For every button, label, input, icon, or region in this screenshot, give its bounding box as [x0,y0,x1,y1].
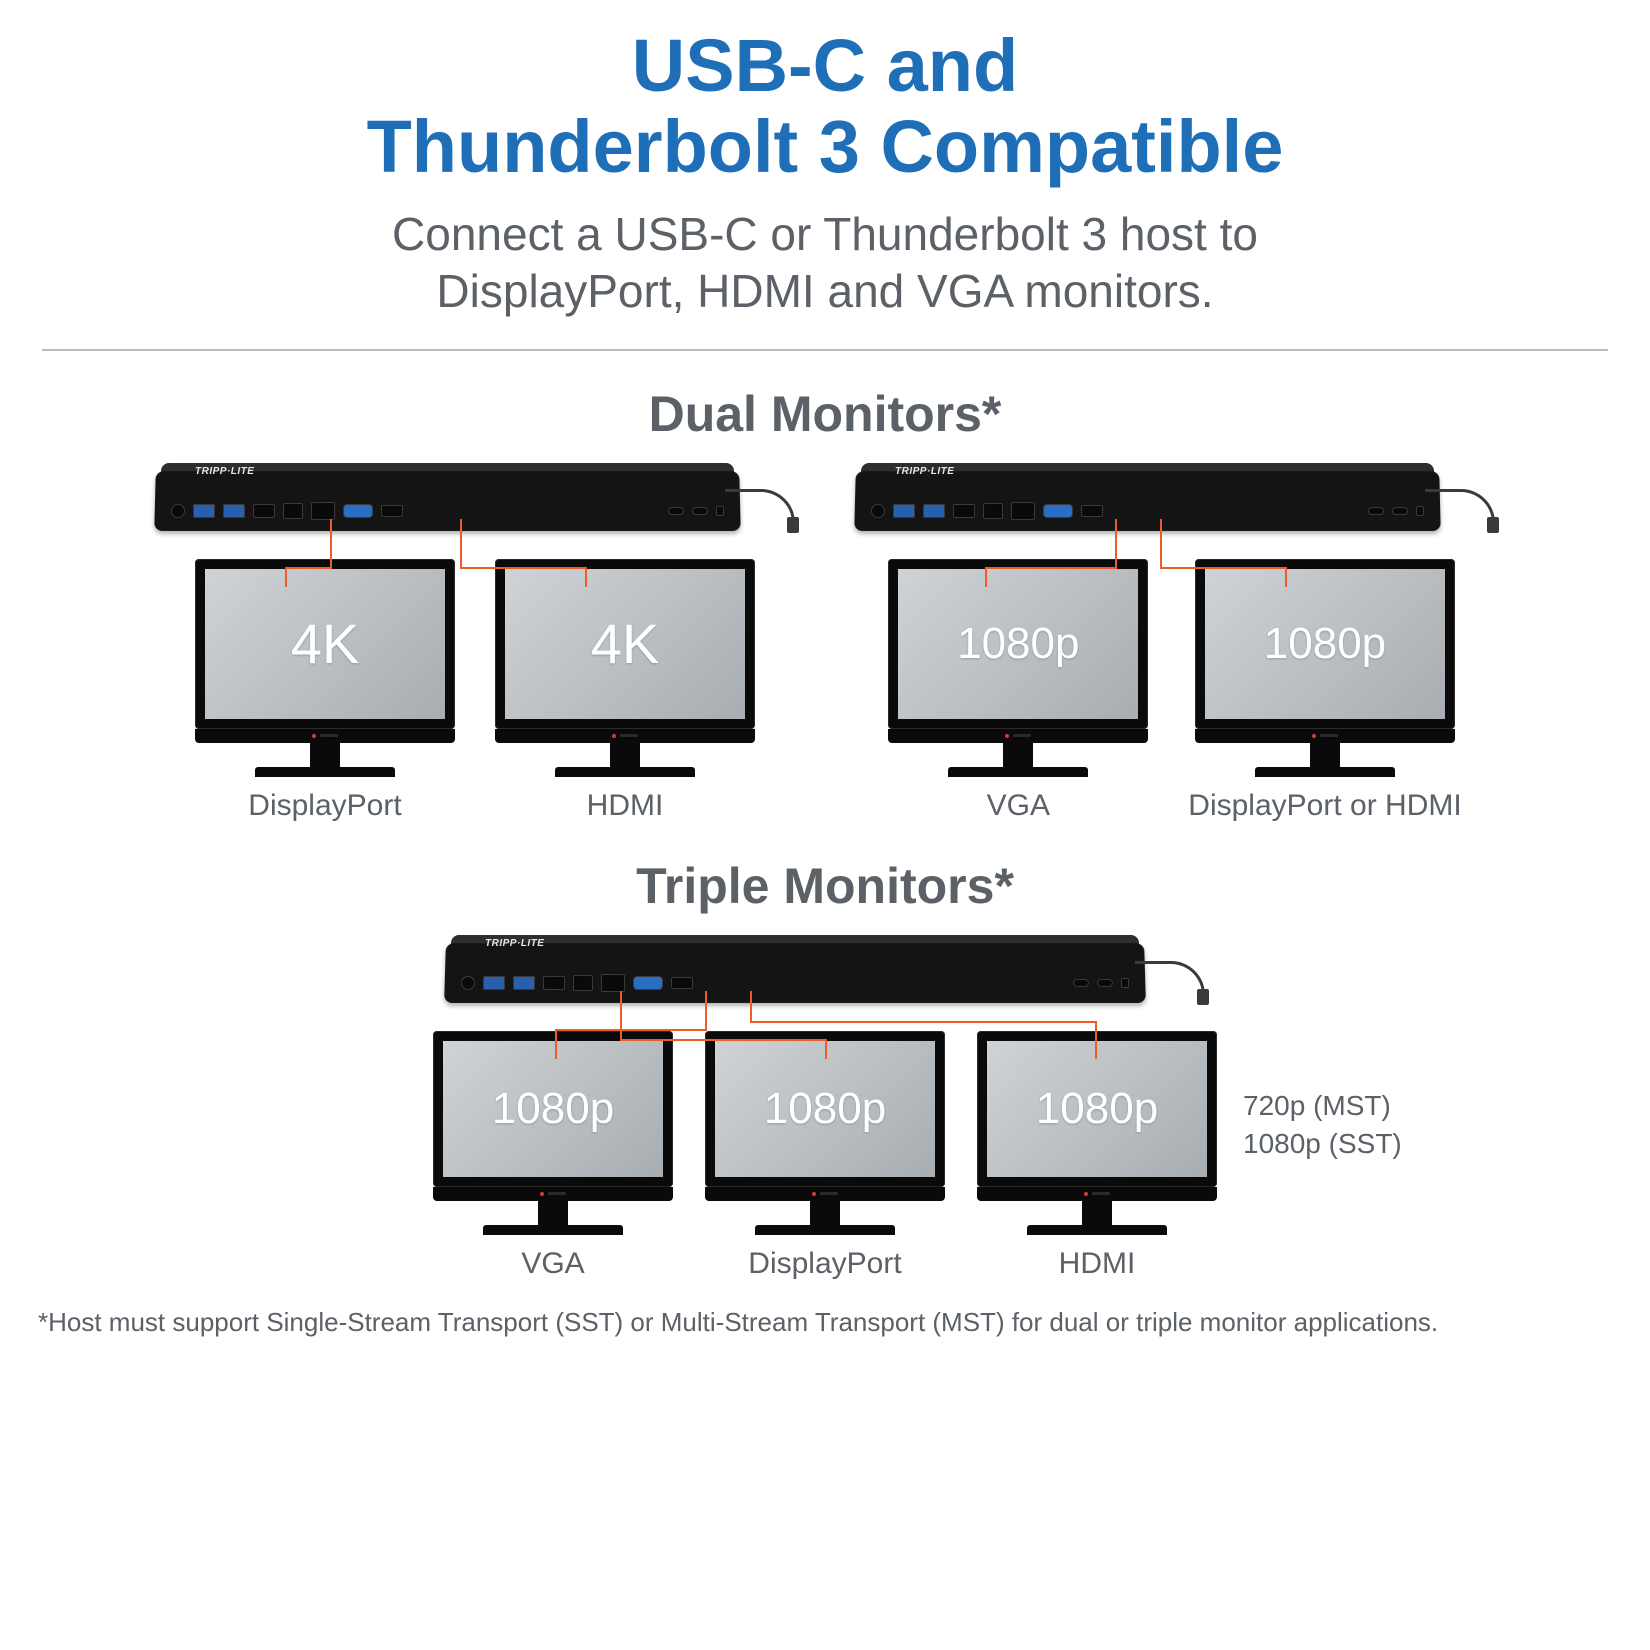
usb-c-cable-icon [725,489,795,523]
wire-dp [620,991,622,1039]
monitor-label: VGA [987,789,1050,823]
usb-c-cable-icon [1425,489,1495,523]
triple-section-title: Triple Monitors* [30,857,1620,915]
usb-c-cable-icon [1135,961,1205,995]
dock-brand-label: TRIPP·LITE [485,938,544,949]
dual-section-title: Dual Monitors* [30,385,1620,443]
monitor-vga-1080p: 1080p [888,559,1148,777]
monitor-resolution: 4K [505,569,745,719]
monitor-label: HDMI [1059,1247,1136,1281]
monitor-dphdmi-1080p: 1080p [1195,559,1455,777]
divider-line [42,349,1608,351]
wire-displayport [330,519,332,567]
wire-dp-hdmi [1160,519,1162,567]
dock-brand-label: TRIPP·LITE [195,466,254,477]
dual-config-1080p: TRIPP·LITE [855,457,1495,823]
monitor-vga-triple: 1080p [433,1031,673,1235]
title-line-1: USB-C and [632,24,1018,107]
dock-triple: TRIPP·LITE [445,929,1205,1021]
note-line-1: 720p (MST) [1243,1090,1391,1121]
wire-vga [705,991,707,1029]
monitor-displayport-4k: 4K [195,559,455,777]
monitor-resolution: 1080p [443,1041,663,1177]
footnote: *Host must support Single-Stream Transpo… [30,1307,1620,1338]
dual-row: TRIPP·LITE [30,457,1620,823]
title-line-2: Thunderbolt 3 Compatible [367,105,1284,188]
dock-ports [855,499,1440,523]
monitor-hdmi-4k: 4K [495,559,755,777]
dock-1080p: TRIPP·LITE [855,457,1495,549]
dual-config-4k: TRIPP·LITE [155,457,795,823]
monitor-resolution: 1080p [715,1041,935,1177]
dock-4k: TRIPP·LITE [155,457,795,549]
monitor-hdmi-triple: 1080p [977,1031,1217,1235]
monitor-resolution: 1080p [1205,569,1445,719]
monitor-resolution: 1080p [898,569,1138,719]
subtitle-line-2: DisplayPort, HDMI and VGA monitors. [436,265,1213,317]
subtitle-line-1: Connect a USB-C or Thunderbolt 3 host to [392,208,1258,260]
dock-ports [445,971,1145,995]
monitor-resolution: 1080p [987,1041,1207,1177]
monitor-label: HDMI [587,789,664,823]
monitor-resolution: 4K [205,569,445,719]
monitor-label: VGA [521,1247,584,1281]
main-title: USB-C and Thunderbolt 3 Compatible [30,25,1620,188]
triple-config: TRIPP·LITE [433,929,1217,1281]
dock-ports [155,499,740,523]
triple-row: TRIPP·LITE [30,929,1620,1281]
monitor-label: DisplayPort or HDMI [1188,789,1461,823]
monitor-label: DisplayPort [748,1247,901,1281]
dock-brand-label: TRIPP·LITE [895,466,954,477]
wire-hdmi [750,991,752,1021]
subtitle: Connect a USB-C or Thunderbolt 3 host to… [30,206,1620,321]
wire-hdmi [460,519,462,567]
triple-resolution-note: 720p (MST) 1080p (SST) [1243,1087,1423,1163]
monitor-dp-triple: 1080p [705,1031,945,1235]
wire-vga [1115,519,1117,567]
monitor-label: DisplayPort [248,789,401,823]
note-line-2: 1080p (SST) [1243,1128,1402,1159]
